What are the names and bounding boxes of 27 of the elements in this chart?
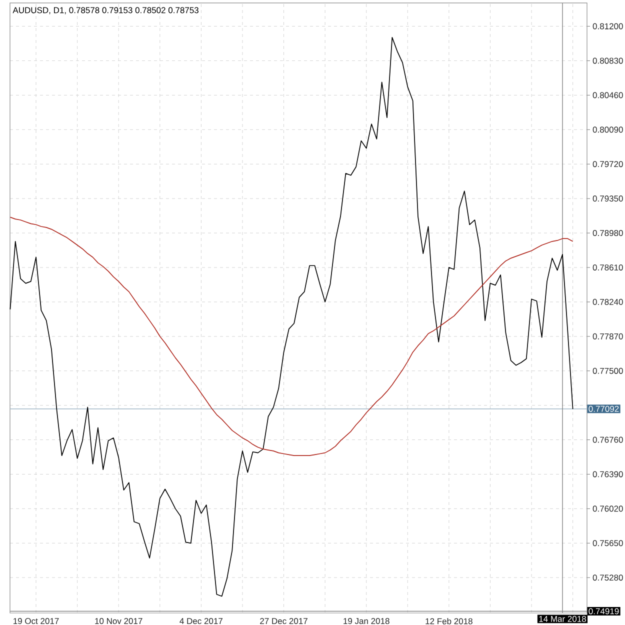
y-tick-label: 0.77500 bbox=[592, 368, 623, 374]
y-tick-label: 0.81200 bbox=[592, 23, 623, 30]
y-tick-label: 0.80460 bbox=[592, 92, 623, 98]
y-tick-label: 0.76020 bbox=[592, 506, 623, 512]
y-tick-label: 0.76760 bbox=[592, 436, 623, 443]
line-series bbox=[10, 37, 574, 597]
y-tick-label: 0.78980 bbox=[592, 230, 623, 236]
chart-title: AUDUSD, D1, 0.78578 0.79153 0.78502 0.78753 bbox=[12, 7, 198, 14]
x-tick-label: 12 Feb 2018 bbox=[426, 618, 472, 624]
y-tick-label: 0.80090 bbox=[592, 126, 623, 133]
ref-line-label: 0.74919 bbox=[588, 608, 619, 614]
y-tick-label: 0.75280 bbox=[592, 574, 623, 581]
y-tick-label: 0.79720 bbox=[592, 161, 623, 168]
y-tick-label: 0.80830 bbox=[592, 58, 623, 64]
y-tick-label: 0.78240 bbox=[592, 298, 623, 305]
x-tick-label: 10 Nov 2017 bbox=[95, 618, 142, 624]
x-tick-label: 27 Dec 2017 bbox=[260, 618, 308, 624]
ref-line-label: 0.77092 bbox=[588, 406, 619, 412]
x-tick-label: 19 Oct 2017 bbox=[14, 618, 59, 624]
x-tick-label: 4 Dec 2017 bbox=[180, 618, 222, 624]
x-tick-label: 14 Mar 2018 bbox=[539, 616, 586, 622]
x-tick-label: 19 Jan 2018 bbox=[344, 618, 390, 624]
y-tick-label: 0.78610 bbox=[592, 264, 623, 270]
y-tick-label: 0.77870 bbox=[592, 333, 623, 340]
y-tick-label: 0.76390 bbox=[592, 471, 623, 478]
y-tick-label: 0.79350 bbox=[592, 196, 623, 202]
y-tick-label: 0.75650 bbox=[592, 540, 623, 546]
